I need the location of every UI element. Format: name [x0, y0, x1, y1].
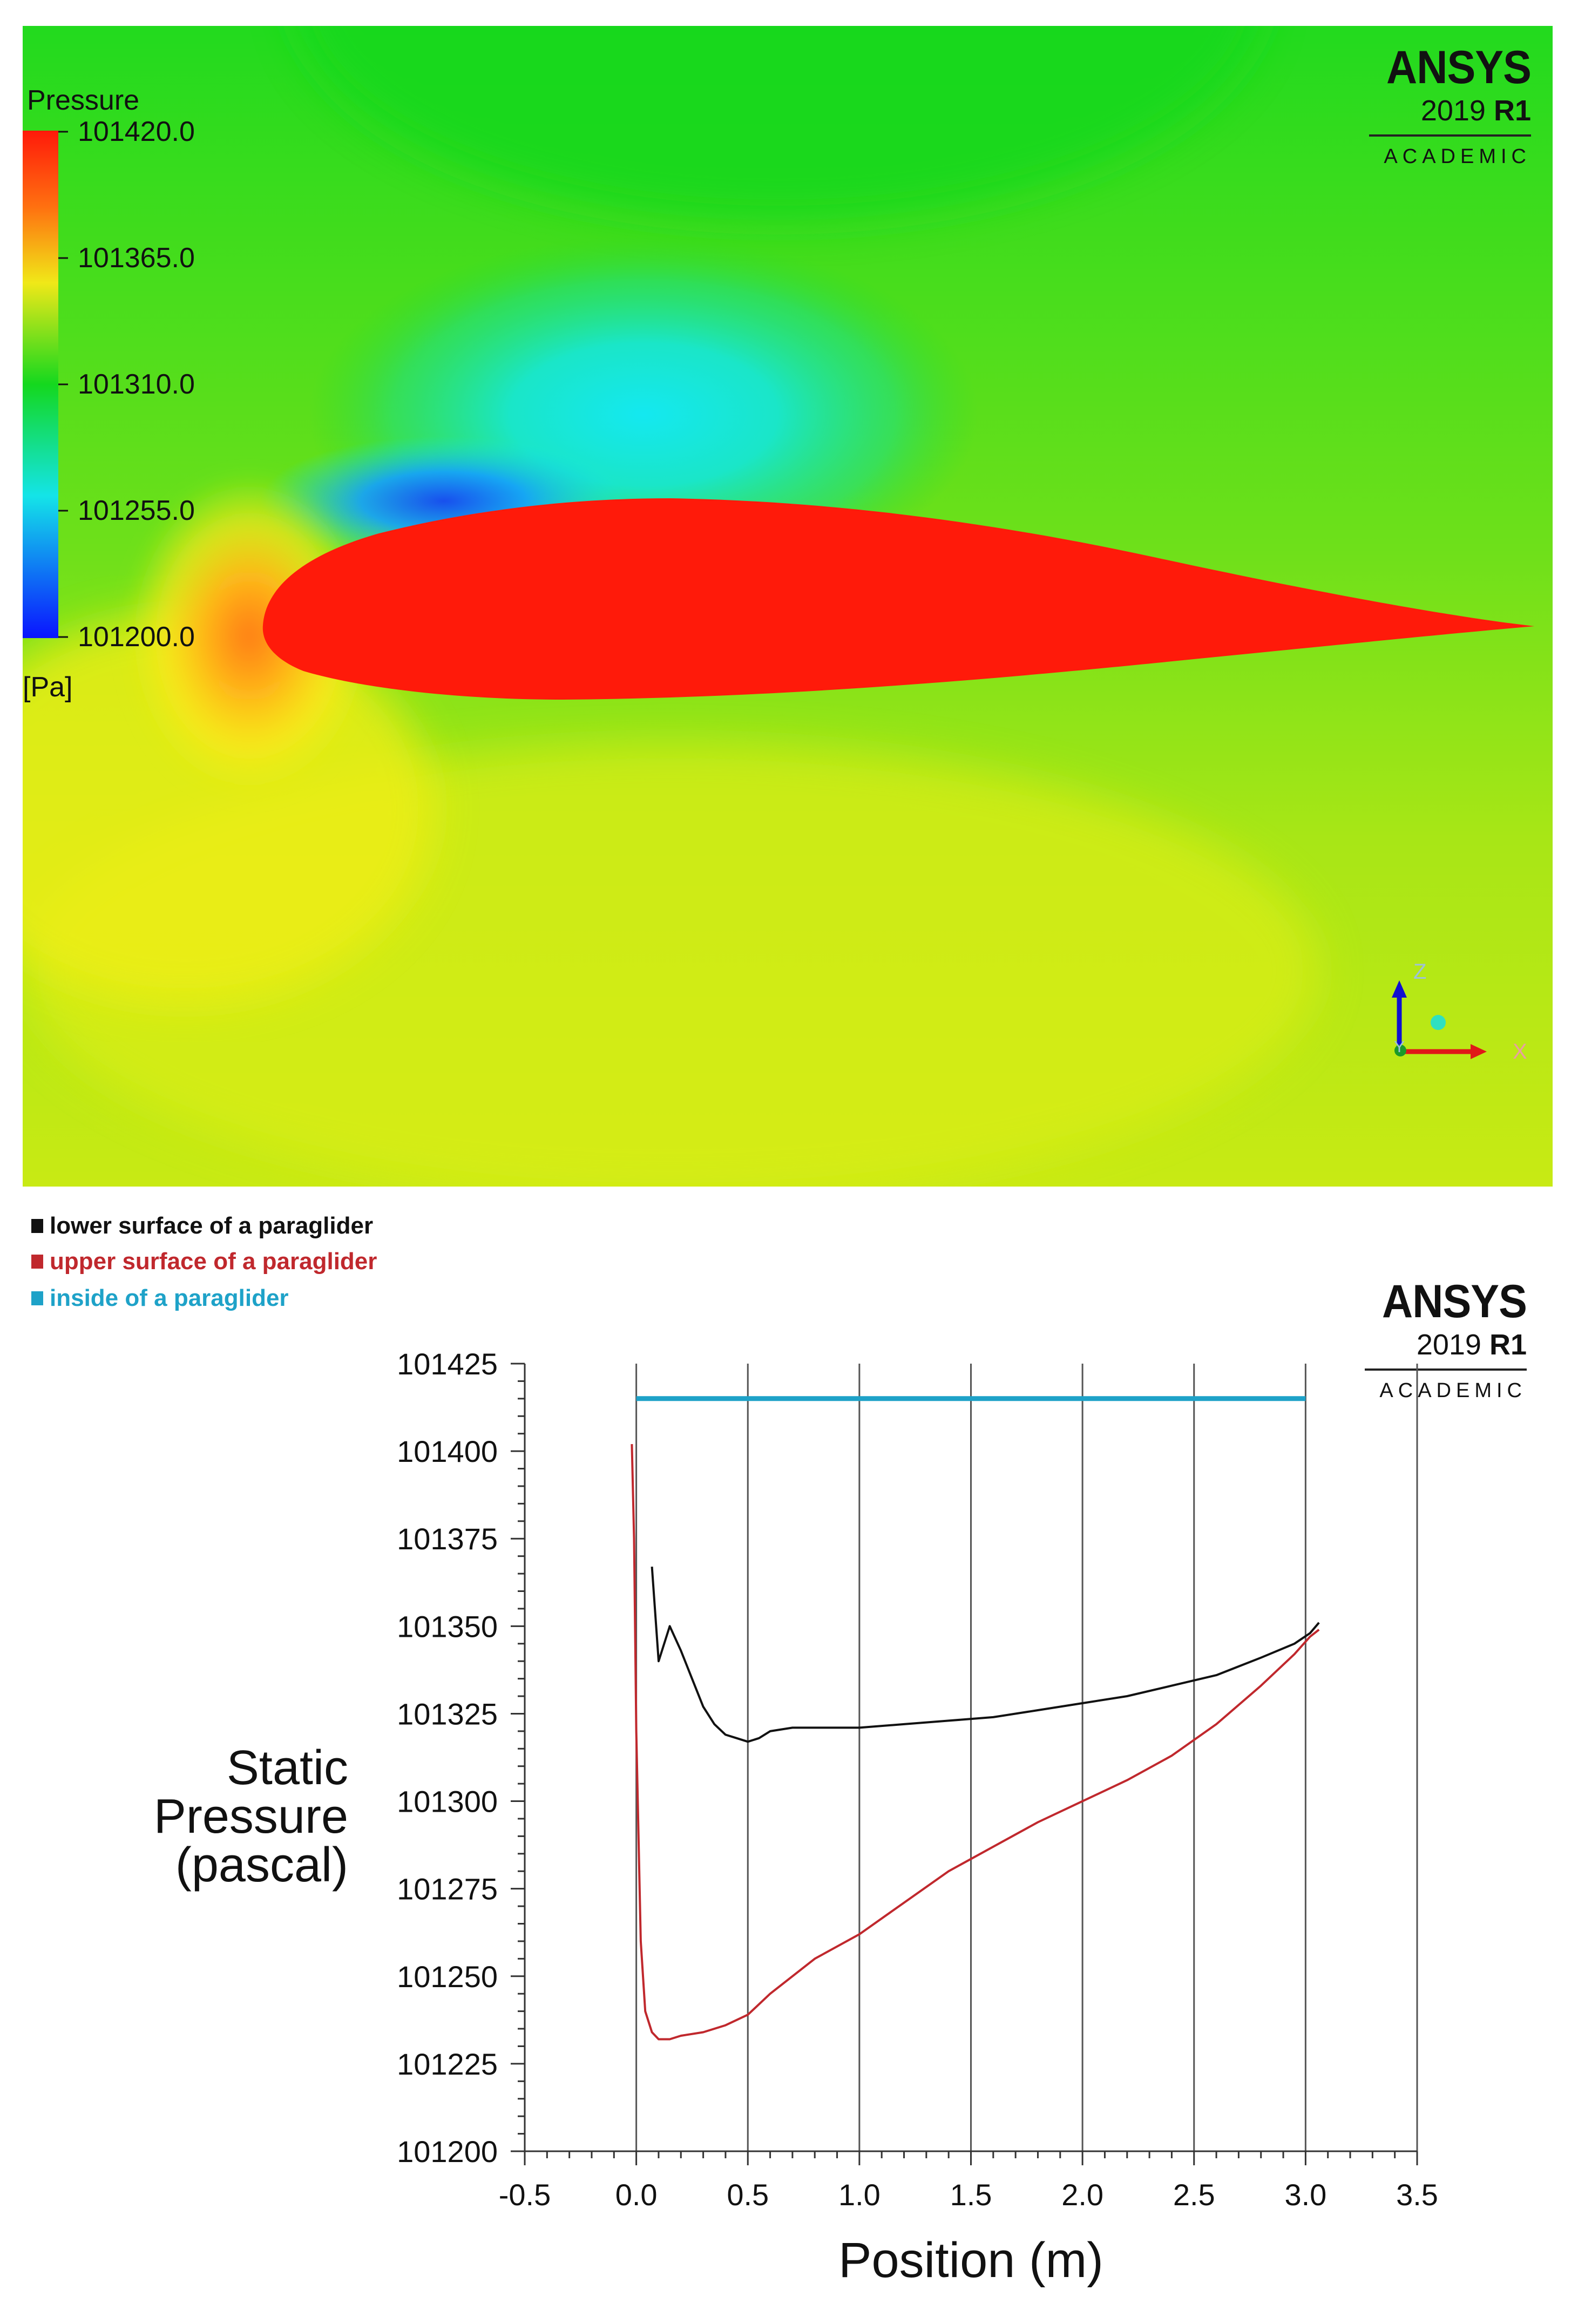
- brand-release: R1: [1493, 94, 1531, 127]
- colorbar-tick-label: 101310.0: [78, 369, 195, 400]
- chart-gridlines: [635, 1364, 1418, 2151]
- static-pressure-chart: 101200 101225 101250 101275 101300 101325 1013…: [397, 1347, 1438, 2288]
- x-tick-label: 3.5: [1396, 2178, 1438, 2212]
- x-tick-label: -0.5: [499, 2178, 551, 2212]
- brand-divider: [1365, 1368, 1527, 1371]
- series-upper-surface: [631, 1444, 1320, 2041]
- legend-swatch: [31, 1255, 43, 1269]
- colorbar-tick-label: 101255.0: [78, 495, 195, 526]
- pressure-contour-plot: [23, 26, 1553, 1187]
- axis-y-label: Y: [1394, 1038, 1405, 1056]
- brand-release: R1: [1489, 1329, 1527, 1361]
- legend-label: inside of a paraglider: [50, 1285, 289, 1311]
- x-tick-label: 2.5: [1173, 2178, 1215, 2212]
- axis-triad: [1392, 980, 1487, 1059]
- y-tick-label: 101350: [397, 1609, 498, 1643]
- x-axis-title: Position (m): [838, 2233, 1103, 2288]
- brand-version: 2019: [1420, 94, 1486, 127]
- y-tick-label: 101225: [397, 2047, 498, 2081]
- colorbar-unit: [Pa]: [23, 672, 73, 703]
- brand-name: ANSYS: [1382, 1276, 1527, 1327]
- x-tick-label: 3.0: [1284, 2178, 1326, 2212]
- y-tick-label: 101425: [397, 1347, 498, 1381]
- x-tick-label: 1.5: [950, 2178, 992, 2212]
- brand-divider: [1369, 134, 1531, 137]
- brand-version: 2019: [1416, 1329, 1481, 1361]
- chart-axes: 101200 101225 101250 101275 101300 101325 1013…: [397, 1347, 1438, 2212]
- colorbar-ticks: [58, 131, 68, 638]
- y-tick-label: 101250: [397, 1960, 498, 1994]
- y-axis-title-line: (pascal): [175, 1838, 348, 1892]
- x-tick-label: 0.5: [727, 2178, 769, 2212]
- legend-item-inside: inside of a paraglider: [31, 1285, 289, 1312]
- y-axis-title-line: Pressure: [153, 1790, 348, 1844]
- axis-x-label: X: [1513, 1040, 1527, 1063]
- y-tick-label: 101200: [397, 2135, 498, 2169]
- legend-item-upper: upper surface of a paraglider: [31, 1248, 377, 1275]
- ansys-logo-chart: ANSYS 2019 R1 ACADEMIC: [1365, 1278, 1527, 1402]
- brand-name: ANSYS: [1386, 42, 1532, 93]
- colorbar-title: Pressure: [27, 85, 140, 116]
- chart-series: [631, 1396, 1320, 2041]
- series-lower-surface: [651, 1566, 1320, 1743]
- y-tick-label: 101300: [397, 1785, 498, 1819]
- colorbar-tick-label: 101365.0: [78, 242, 195, 274]
- x-tick-label: 2.0: [1061, 2178, 1103, 2212]
- colorbar-tick-label: 101420.0: [78, 116, 195, 147]
- airfoil-shape: [262, 498, 1534, 700]
- axis-z-label: Z: [1413, 960, 1427, 984]
- ansys-logo-top: ANSYS 2019 R1 ACADEMIC: [1369, 42, 1532, 168]
- brand-edition: ACADEMIC: [1379, 1379, 1527, 1402]
- colorbar-tick-label: 101200.0: [78, 621, 195, 653]
- colorbar: [23, 131, 58, 638]
- legend-item-lower: lower surface of a paraglider: [31, 1212, 373, 1239]
- y-tick-label: 101325: [397, 1697, 498, 1731]
- legend-label: upper surface of a paraglider: [50, 1248, 377, 1275]
- legend-swatch: [31, 1291, 43, 1305]
- pressure-contour-panel: Pressure 101420.0 101365.0 101310.0 1012…: [23, 26, 1553, 1187]
- y-tick-label: 101275: [397, 1872, 498, 1906]
- legend-swatch: [31, 1219, 43, 1233]
- brand-edition: ACADEMIC: [1384, 145, 1531, 168]
- x-tick-label: 0.0: [615, 2178, 658, 2212]
- legend-label: lower surface of a paraglider: [50, 1212, 374, 1239]
- y-tick-label: 101375: [397, 1522, 498, 1556]
- x-tick-label: 1.0: [838, 2178, 881, 2212]
- y-axis-title-line: Static: [226, 1741, 348, 1795]
- y-tick-label: 101400: [397, 1434, 498, 1468]
- y-axis-title: Static Pressure (pascal): [154, 1744, 348, 1889]
